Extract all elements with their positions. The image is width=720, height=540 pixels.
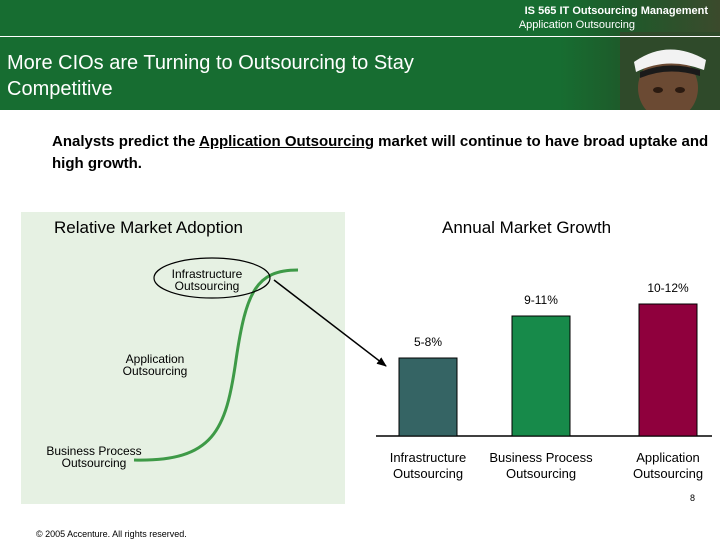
chart-title: Annual Market Growth <box>442 218 612 237</box>
infrastructure-highlight-ring <box>153 257 271 299</box>
bar-category-line: Infrastructure <box>389 450 467 465</box>
adoption-label-line: Application <box>125 352 185 366</box>
golfer-photo <box>620 32 720 110</box>
growth-bar <box>398 357 458 437</box>
copyright: © 2005 Accenture. All rights reserved. <box>36 529 187 539</box>
growth-bar <box>638 303 698 437</box>
adoption-label-line: Outsourcing <box>122 364 188 378</box>
bar-category-line: Application <box>636 450 700 465</box>
arrow-infrastructure-to-application <box>273 279 387 367</box>
growth-bars <box>398 303 698 437</box>
course-title: IS 565 IT Outsourcing Management <box>524 5 708 17</box>
lead-text-end: market will continue to have broad uptak… <box>52 133 709 172</box>
slide-title: More CIOs are Turning to Outsourcing to … <box>7 50 567 102</box>
bar-category-label: Application Outsourcing <box>606 450 720 482</box>
adoption-label-business-process: Business Process Outsourcing <box>36 445 152 469</box>
bar-category-line: Outsourcing <box>632 466 704 481</box>
adoption-heading: Relative Market Adoption <box>54 218 243 237</box>
adoption-label-infrastructure: Infrastructure Outsourcing <box>152 268 262 292</box>
adoption-label-line: Outsourcing <box>174 279 240 293</box>
header-rule <box>0 36 720 37</box>
bar-value-label: 10-12% <box>647 281 689 295</box>
bar-value-label: 9-11% <box>524 293 558 307</box>
adoption-s-curve <box>133 268 299 462</box>
lead-emphasis: Application Outsourcing <box>198 133 374 150</box>
lead-statement: Analysts predict the Application Outsour… <box>52 131 712 175</box>
bar-value-label: 5-8% <box>413 335 442 349</box>
slide-subject: Application Outsourcing <box>518 19 635 31</box>
lead-text-start: Analysts predict the <box>52 133 199 150</box>
page-number: 8 <box>690 493 696 503</box>
slide-title-line-1: More CIOs are Turning to Outsourcing to … <box>7 52 414 74</box>
slide-title-line-2: Competitive <box>7 78 113 100</box>
bar-category-line: Outsourcing <box>505 466 577 481</box>
bar-category-label: Infrastructure Outsourcing <box>366 450 490 482</box>
growth-bar <box>511 315 571 437</box>
bar-category-label: Business Process Outsourcing <box>479 450 603 482</box>
bar-category-line: Business Process <box>489 450 593 465</box>
bar-category-line: Outsourcing <box>392 466 464 481</box>
adoption-label-line: Infrastructure <box>171 267 243 281</box>
adoption-label-line: Outsourcing <box>61 456 127 470</box>
adoption-label-line: Business Process <box>46 444 142 458</box>
adoption-label-application: Application Outsourcing <box>100 353 210 377</box>
